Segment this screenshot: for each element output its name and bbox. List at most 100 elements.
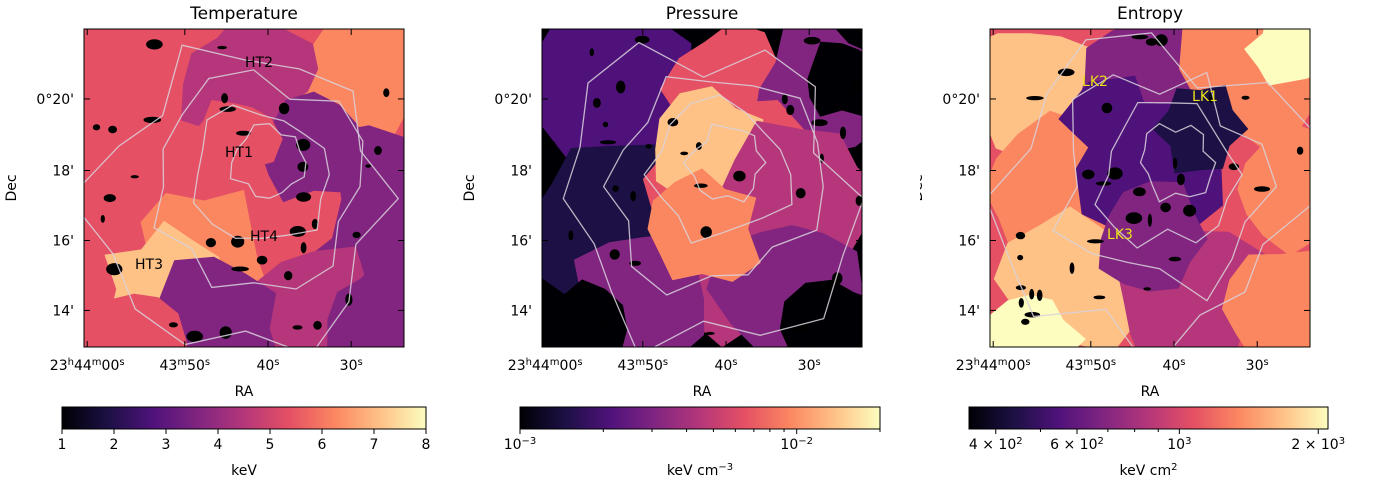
surface-brightness-contour — [990, 32, 1310, 347]
x-tick-label: 30s — [798, 357, 821, 375]
point-source-mask — [629, 260, 642, 266]
y-tick-label: 16' — [52, 233, 74, 249]
point-source-mask — [602, 121, 609, 128]
point-source-mask — [311, 218, 319, 230]
colorbar — [61, 406, 427, 430]
region-label: HT1 — [225, 145, 253, 161]
point-source-mask — [645, 144, 653, 149]
point-source-mask — [609, 249, 620, 260]
region-label: HT3 — [135, 257, 163, 273]
colorbar-tick-label: 2 — [110, 437, 119, 453]
point-source-mask — [292, 325, 303, 330]
point-source-mask — [543, 140, 556, 149]
point-source-mask — [1143, 287, 1151, 291]
point-source-mask — [313, 320, 322, 330]
surface-brightness-contour — [602, 75, 824, 296]
point-source-mask — [256, 255, 268, 265]
region-label: LK2 — [1082, 74, 1108, 90]
colorbar-label: keV — [231, 463, 257, 479]
surface-brightness-contour — [1094, 101, 1243, 249]
map-region — [990, 294, 1086, 347]
point-source-mask — [130, 175, 139, 179]
chart-title: Temperature — [189, 4, 298, 24]
map-region — [1098, 181, 1208, 292]
point-source-mask — [852, 81, 862, 93]
point-source-mask — [795, 188, 806, 199]
point-source-mask — [566, 293, 574, 298]
chart-title: Pressure — [666, 4, 739, 24]
map-region — [259, 91, 369, 203]
point-source-mask — [352, 231, 361, 239]
point-source-mask — [217, 45, 227, 50]
point-source-mask — [205, 238, 216, 248]
surface-brightness-contour — [84, 44, 400, 347]
point-source-mask — [733, 170, 746, 182]
point-source-mask — [289, 226, 306, 237]
point-source-mask — [1176, 173, 1185, 186]
point-source-mask — [1107, 167, 1123, 180]
heatmap-map — [990, 29, 1310, 347]
point-source-mask — [593, 98, 601, 108]
x-tick-label: 43m50s — [1065, 357, 1116, 375]
y-tick-label: 16' — [510, 233, 532, 249]
colorbar-tick-label: 6 × 102 — [1050, 436, 1104, 454]
point-source-mask — [143, 116, 162, 124]
surface-brightness-contour — [229, 123, 307, 199]
point-source-mask — [296, 192, 312, 202]
point-source-mask — [793, 324, 809, 333]
point-source-mask — [1172, 157, 1178, 169]
colorbar-tick-label: 3 — [162, 437, 171, 453]
point-source-mask — [600, 320, 609, 327]
pressure-panel: Pressure 23h44m00s 43m50s 40s 30s RA 0°20' 18' 1… — [460, 0, 920, 481]
y-tick-label: 18' — [958, 164, 980, 180]
chart-svg: Pressure 23h44m00s 43m50s 40s 30s RA 0°20' 18' 1… — [462, 4, 881, 479]
point-source-mask — [700, 226, 712, 239]
point-source-mask — [1095, 181, 1112, 186]
x-tick-label: 40s — [256, 357, 279, 375]
map-region — [189, 100, 283, 179]
point-source-mask — [168, 322, 178, 328]
colorbar — [519, 406, 881, 430]
y-tick-label: 14' — [52, 303, 74, 319]
x-tick-label: 23h44m00s — [956, 357, 1031, 375]
point-source-mask — [1145, 38, 1158, 46]
y-axis-label: Dec — [920, 174, 926, 201]
colorbar-tick-label: 5 — [266, 437, 275, 453]
heatmap-map — [542, 29, 862, 347]
point-source-mask — [855, 195, 862, 206]
y-tick-label: 14' — [958, 303, 980, 319]
point-source-mask — [1086, 239, 1104, 244]
point-source-mask — [589, 48, 594, 57]
y-tick-label: 16' — [958, 233, 980, 249]
point-source-mask — [1093, 295, 1106, 300]
colorbar-tick-label: 8 — [422, 437, 431, 453]
point-source-mask — [100, 215, 105, 223]
y-tick-label: 14' — [510, 303, 532, 319]
point-source-mask — [300, 242, 307, 254]
y-tick-label: 0°20' — [36, 92, 74, 108]
chart-svg: Entropy LK1 LK2 LK3 23h44m00s 43m50s 40s 30s RA 0… — [910, 4, 1345, 479]
point-source-mask — [803, 36, 821, 45]
point-source-mask — [705, 331, 715, 335]
surface-brightness-contour — [1052, 71, 1278, 302]
x-tick-label: 23h44m00s — [508, 357, 583, 375]
point-source-mask — [108, 125, 117, 134]
colorbar-tick-label: 6 — [318, 437, 327, 453]
chart-title: Entropy — [1117, 4, 1183, 24]
point-source-mask — [1021, 318, 1030, 325]
x-tick-label: 43m50s — [617, 357, 668, 375]
surface-brightness-contour — [192, 104, 330, 239]
point-source-mask — [1160, 202, 1171, 213]
point-source-mask — [278, 102, 290, 115]
point-source-mask — [296, 138, 311, 151]
point-source-mask — [630, 191, 637, 202]
point-source-mask — [1015, 231, 1026, 240]
map-region — [1058, 75, 1153, 163]
map-region — [807, 41, 862, 117]
x-tick-label: 40s — [714, 357, 737, 375]
point-source-mask — [186, 330, 203, 342]
entropy-panel: Entropy LK1 LK2 LK3 23h44m00s 43m50s 40s 30s RA 0… — [910, 0, 1379, 481]
point-source-mask — [103, 194, 116, 203]
surface-brightness-contour — [682, 123, 767, 203]
